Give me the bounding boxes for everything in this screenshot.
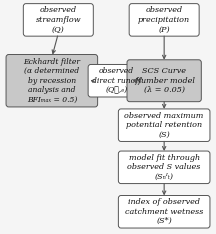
Text: SCS Curve
Number model
(λ = 0.05): SCS Curve Number model (λ = 0.05)	[134, 67, 195, 94]
Text: Eckhardt filter
(α determined
by recession
analysis and
BFIₘₐₓ = 0.5): Eckhardt filter (α determined by recessi…	[23, 58, 80, 104]
Text: observed
direct runoff
(Q₝,ₑ): observed direct runoff (Q₝,ₑ)	[92, 67, 141, 94]
Text: observed maximum
potential retention
(S): observed maximum potential retention (S)	[124, 112, 204, 139]
FancyBboxPatch shape	[118, 151, 210, 183]
Text: observed
precipitation
(P): observed precipitation (P)	[138, 6, 190, 33]
FancyBboxPatch shape	[6, 55, 98, 107]
Text: index of observed
catchment wetness
(S*): index of observed catchment wetness (S*)	[125, 198, 203, 225]
FancyBboxPatch shape	[118, 109, 210, 141]
FancyBboxPatch shape	[118, 195, 210, 228]
FancyBboxPatch shape	[23, 4, 93, 36]
Text: model fit through
observed S values
(Sₙᴵₜ): model fit through observed S values (Sₙᴵ…	[127, 154, 201, 181]
FancyBboxPatch shape	[127, 60, 201, 102]
FancyBboxPatch shape	[129, 4, 199, 36]
FancyBboxPatch shape	[88, 64, 145, 97]
Text: observed
streamflow
(Q): observed streamflow (Q)	[35, 6, 81, 33]
